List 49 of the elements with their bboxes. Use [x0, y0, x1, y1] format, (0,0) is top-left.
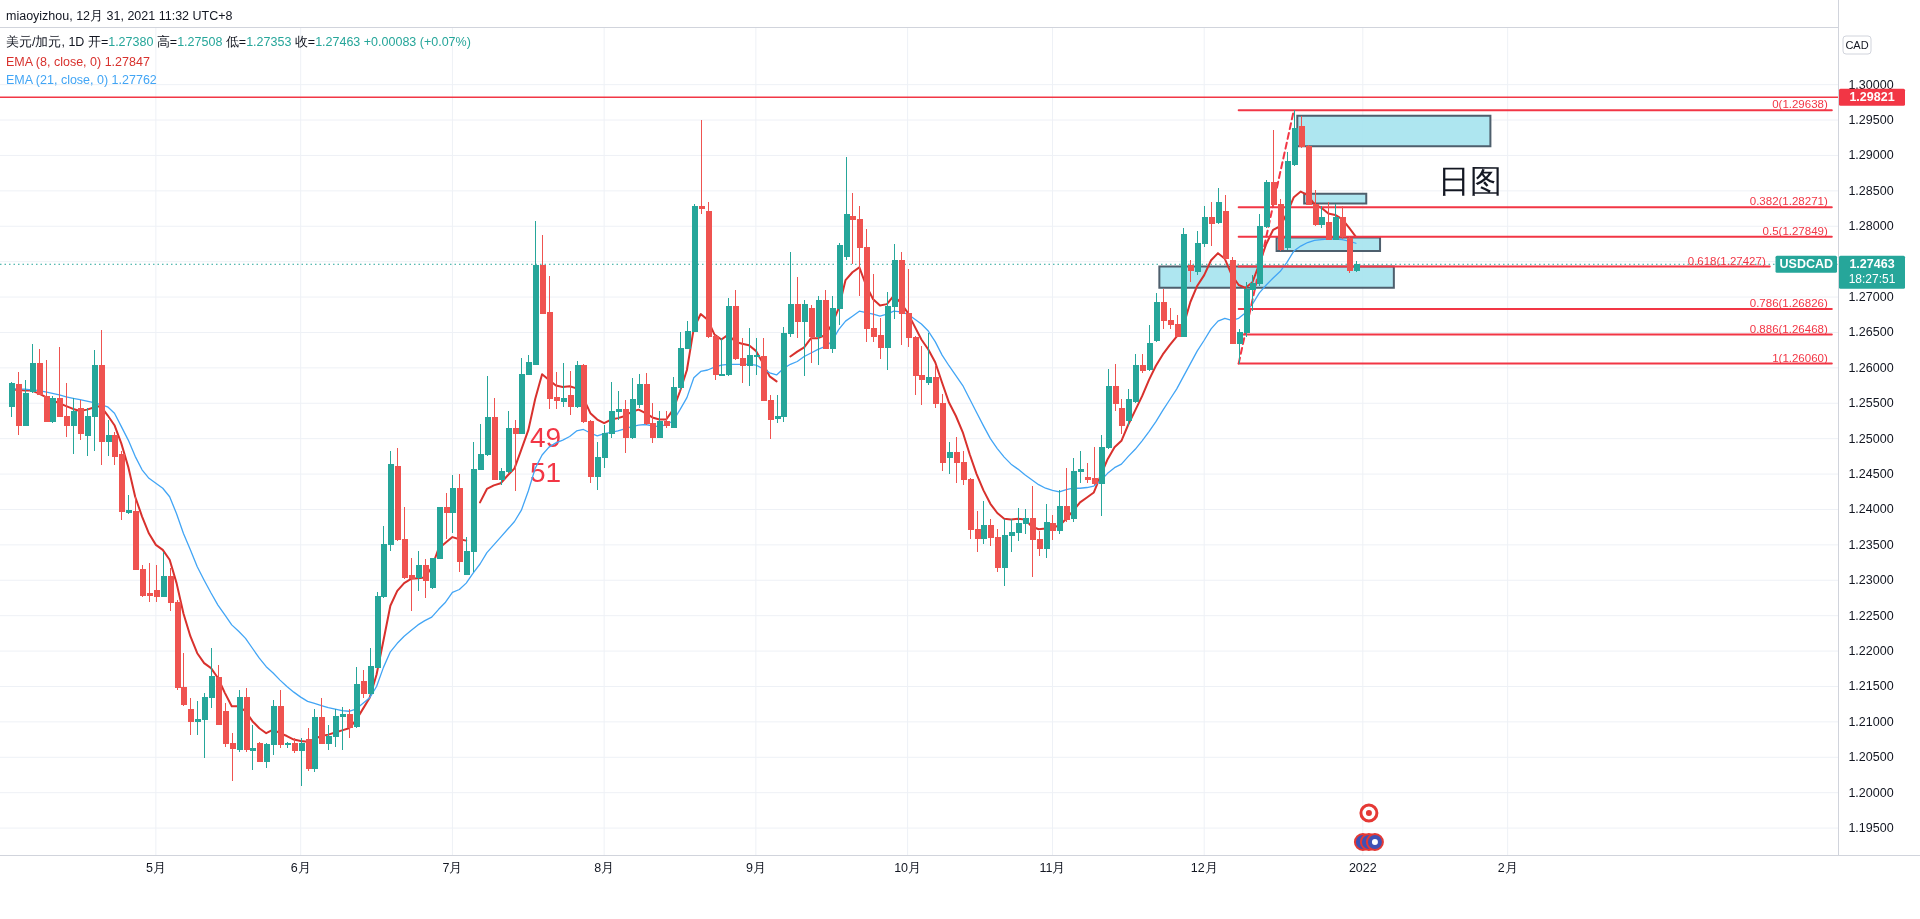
series-label: 1(1.26060) — [1772, 351, 1828, 364]
y-tick-label: 1.23000 — [1848, 573, 1894, 588]
x-tick-label: 11月 — [1039, 861, 1066, 875]
x-tick-label: 6月 — [290, 861, 311, 875]
y-tick-label: 1.23500 — [1848, 537, 1894, 552]
annotation: 49 — [529, 421, 562, 453]
y-tick-label: 1.21000 — [1848, 714, 1894, 729]
y-tick-label: 1.29500 — [1848, 113, 1894, 128]
series-label: 0.886(1.26468) — [1749, 322, 1828, 335]
y-tick-label: 1.24500 — [1848, 467, 1894, 482]
ref-line-label: 1.27463 — [1849, 257, 1895, 272]
annotation: 1.27762 — [111, 73, 157, 87]
text: 美元/加元, 1D — [6, 35, 85, 49]
x-tick-label: 7月 — [442, 861, 463, 875]
y-tick-label: 1.22500 — [1848, 608, 1894, 623]
y-tick-label: 1.26500 — [1848, 325, 1894, 340]
series-label: 0.5(1.27849) — [1762, 224, 1828, 237]
y-tick-label: 1.25500 — [1848, 396, 1894, 411]
y-tick-label: 1.26000 — [1848, 360, 1894, 375]
y-tick-label: 1.20500 — [1848, 750, 1894, 765]
y-tick-label: 1.27000 — [1848, 290, 1894, 305]
x-tick-label: 2月 — [1497, 861, 1518, 875]
x-tick-label: 2022 — [1348, 861, 1377, 875]
text: EMA (8, close, 0) — [6, 55, 102, 69]
y-tick-label: 1.24000 — [1848, 502, 1894, 517]
x-tick-label: 12月 — [1190, 861, 1218, 875]
y-tick-label: 1.28000 — [1848, 219, 1894, 234]
x-tick-label: 5月 — [145, 861, 166, 875]
series-label: 0.786(1.26826) — [1749, 297, 1828, 310]
x-tick-label: 9月 — [745, 861, 766, 875]
annotation: USDCAD — [1779, 257, 1833, 272]
text: 开=1.27380 高=1.27508 低=1.27353 收=1.27463 +0.00083 (+0.07%) — [87, 35, 471, 49]
y-tick-label: 1.19500 — [1848, 821, 1894, 836]
annotation: 日图 — [1438, 162, 1503, 199]
y-tick-label: 1.29000 — [1848, 148, 1894, 163]
chart-title: miaoyizhou, 12月 31, 2021 11:32 UTC+8 — [6, 9, 233, 23]
text: EMA (21, close, 0) — [6, 73, 109, 87]
x-tick-label: 8月 — [594, 861, 615, 875]
y-tick-label: 1.20000 — [1848, 785, 1894, 800]
ref-line-label: 1.29821 — [1849, 90, 1895, 105]
x-tick-label: 10月 — [894, 861, 922, 875]
series-label: 0(1.29638) — [1772, 98, 1828, 111]
series-label: 0.382(1.28271) — [1749, 195, 1828, 208]
y-tick-label: 1.22000 — [1848, 644, 1894, 659]
annotation: 1.27847 — [104, 55, 150, 69]
series-label: 0.618(1.27427) — [1687, 254, 1766, 267]
y-tick-label: 1.25000 — [1848, 431, 1894, 446]
y-tick-label: 1.28500 — [1848, 183, 1894, 198]
y-tick-label: 1.21500 — [1848, 679, 1894, 694]
